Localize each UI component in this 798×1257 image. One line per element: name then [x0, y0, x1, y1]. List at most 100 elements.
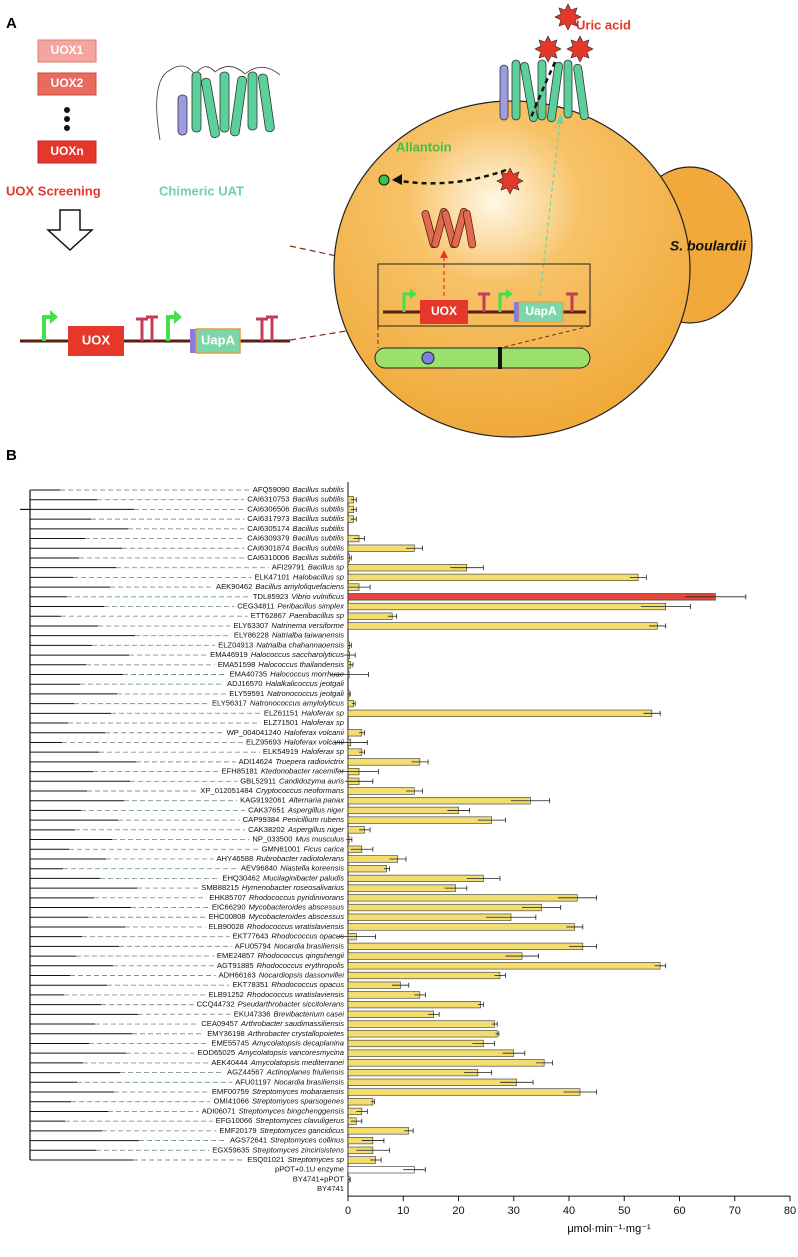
- accession: ELY63307: [234, 621, 269, 630]
- row-label: CAI6317973 Bacillus subtilis: [247, 514, 344, 523]
- species: Hymenobacter roseosalivarius: [242, 883, 344, 892]
- species: Haloferax volcanii: [284, 728, 344, 737]
- species: Natrialba taiwanensis: [272, 631, 344, 640]
- gene: [420, 300, 468, 324]
- species: Bacillus subtilis: [293, 534, 345, 543]
- row-label: ELZ95693 Haloferax volcanii: [246, 737, 344, 746]
- panel-b: B: [6, 447, 17, 464]
- accession: ADJ16570: [227, 679, 262, 688]
- species: Streptomyces gancidicus: [260, 1126, 345, 1135]
- row-label: CAK38202 Aspergillus niger: [248, 825, 344, 834]
- x-tick-label: 40: [563, 1205, 575, 1217]
- species: Bacillus subtilis: [293, 514, 345, 523]
- species: Streptomyces collinus: [270, 1136, 344, 1145]
- bar: [347, 544, 415, 552]
- inset: [377, 263, 591, 327]
- row-label: CAI6306506 Bacillus subtilis: [247, 504, 344, 513]
- accession: EMA51598: [218, 660, 256, 669]
- accession: EKT77643: [233, 932, 269, 941]
- accession: AFU05794: [235, 941, 271, 950]
- species: Natronococcus amylolyticus: [250, 699, 344, 708]
- accession: ELB91252: [208, 990, 243, 999]
- species: Pseudarthrobacter siccitolerans: [238, 1000, 345, 1009]
- bar: [347, 962, 661, 970]
- uox-box: [37, 72, 97, 96]
- bar: [347, 797, 531, 805]
- row-label: SMB88215 Hymenobacter roseosalivarius: [201, 883, 344, 892]
- row-label: CEG34811 Peribacillus simplex: [237, 602, 345, 611]
- bar: [347, 923, 575, 931]
- row-label: ELY59591 Natronococcus jeotgali: [229, 689, 344, 698]
- gene-label: UOX: [431, 304, 457, 318]
- panel-label: B: [6, 447, 17, 464]
- species: Aspergillus niger: [287, 805, 345, 814]
- accession: TDL85923: [253, 592, 288, 601]
- expression: [556, 114, 564, 124]
- accession: CEA09457: [201, 1019, 238, 1028]
- species: Rhodococcus wratislaviensis: [247, 922, 344, 931]
- panel-label: A: [6, 15, 17, 32]
- gene: [514, 302, 519, 322]
- species: Halococcus thailandensis: [258, 660, 344, 669]
- arrow: [46, 209, 94, 252]
- species: Natrinema versiforme: [271, 621, 344, 630]
- species: Amycolatopsis mediterranei: [250, 1058, 345, 1067]
- accession: ELZ04913: [218, 640, 253, 649]
- row-label: EHC00808 Mycobacteroides abscessus: [208, 912, 344, 921]
- species: Nocardiopsis dassonvillei: [259, 971, 345, 980]
- row-label: AGT91885 Rhodococcus erythropolis: [217, 961, 344, 970]
- accession: ESQ01021: [247, 1155, 284, 1164]
- row-label: ADI06071 Streptomyces bingchenggensis: [202, 1106, 345, 1115]
- accession: WP_004041240: [227, 728, 281, 737]
- accession: GMN61001: [262, 844, 301, 853]
- accession: EHC00808: [208, 912, 245, 921]
- x-tick-label: 50: [618, 1205, 630, 1217]
- species: Haloferax sp: [301, 747, 344, 756]
- promoter: [50, 310, 58, 324]
- species: Streptomyces bingchenggensis: [238, 1106, 344, 1115]
- bar: [347, 816, 492, 824]
- x-tick-label: 80: [784, 1205, 796, 1217]
- gene-label: UapA: [525, 304, 557, 318]
- accession: ELB90028: [208, 922, 243, 931]
- row-label: EFH85181 Ktedonobacter racemifer: [222, 767, 345, 776]
- gene: [518, 301, 564, 323]
- species: Candidozyma auris: [279, 776, 344, 785]
- accession: EMY36198: [207, 1029, 245, 1038]
- accession: ELY59591: [229, 689, 264, 698]
- row-label: CCQ44732 Pseudarthrobacter siccitolerans: [197, 1000, 345, 1009]
- row-label: AFI29791 Bacillus sp: [272, 563, 344, 572]
- species: Bacillus subtilis: [293, 553, 345, 562]
- bar: [347, 787, 415, 795]
- species: Bacillus subtilis: [293, 485, 345, 494]
- row-label: EKT77643 Rhodococcus opacus: [233, 932, 345, 941]
- row-label: EMF20179 Streptomyces gancidicus: [219, 1126, 344, 1135]
- row-label: CAI6309379 Bacillus subtilis: [247, 534, 344, 543]
- accession: KAG9192061: [240, 796, 286, 805]
- bar: [347, 1069, 479, 1077]
- bar: [347, 622, 658, 630]
- caption: Chimeric UAT: [159, 183, 244, 198]
- row-label: BY4741+pPOT: [293, 1174, 345, 1183]
- row-label: EMA40735 Halococcus morrhuae: [230, 669, 344, 678]
- row-label: ADH66163 Nocardiopsis dassonvillei: [219, 971, 345, 980]
- accession: EFH85181: [222, 767, 258, 776]
- cell: [333, 100, 691, 438]
- species: Haloferax volcanii: [284, 737, 344, 746]
- accession: ELY86228: [234, 631, 269, 640]
- row-label: WP_004041240 Haloferax volcanii: [227, 728, 345, 737]
- accession: AEV96840: [241, 864, 277, 873]
- species: Nocardia brasiliensis: [274, 941, 344, 950]
- accession: EGX59635: [212, 1145, 249, 1154]
- accession: CAI6309379: [247, 534, 289, 543]
- row-label: TDL85923 Vibrio vulnificus: [253, 592, 344, 601]
- species: Bacillus subtilis: [293, 524, 345, 533]
- accession: CAI6310006: [247, 553, 289, 562]
- accession: AEK40444: [211, 1058, 247, 1067]
- row-label: CAP99384 Penicillium rubens: [243, 815, 345, 824]
- accession: ADH66163: [219, 971, 256, 980]
- chromosome: [374, 347, 591, 369]
- accession: AHY46588: [216, 854, 253, 863]
- accession: NP_033500: [252, 835, 292, 844]
- species: Actinoplanes friuliensis: [266, 1068, 344, 1077]
